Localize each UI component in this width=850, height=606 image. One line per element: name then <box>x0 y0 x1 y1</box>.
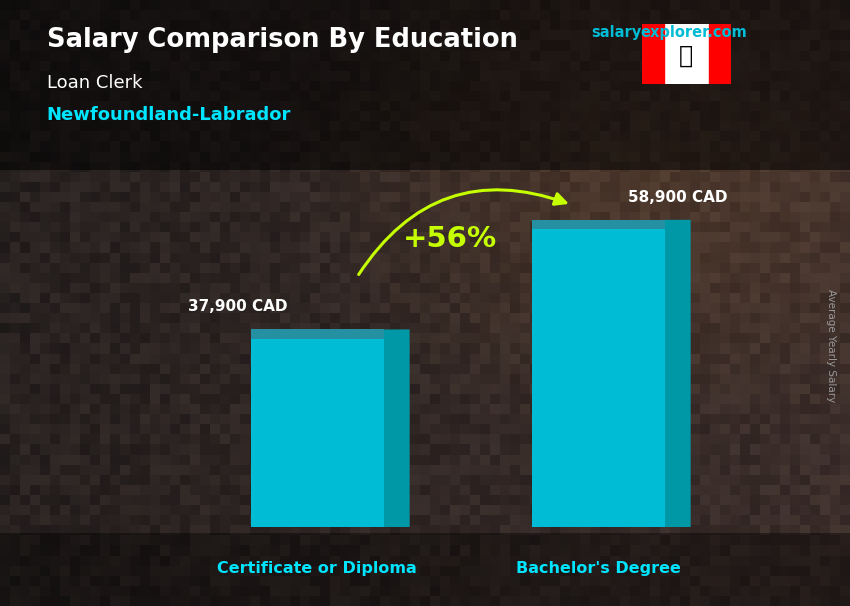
Polygon shape <box>251 330 384 339</box>
Text: Salary Comparison By Education: Salary Comparison By Education <box>47 27 518 53</box>
Text: Certificate or Diploma: Certificate or Diploma <box>218 561 417 576</box>
Text: 58,900 CAD: 58,900 CAD <box>628 190 728 205</box>
Text: Newfoundland-Labrador: Newfoundland-Labrador <box>47 106 291 124</box>
Text: explorer.com: explorer.com <box>640 25 747 41</box>
Text: Loan Clerk: Loan Clerk <box>47 74 142 92</box>
Polygon shape <box>665 220 691 527</box>
Polygon shape <box>0 533 850 606</box>
Text: 37,900 CAD: 37,900 CAD <box>188 299 287 315</box>
Text: 🍁: 🍁 <box>679 44 694 67</box>
Text: +56%: +56% <box>403 225 496 253</box>
Bar <box>709 24 731 84</box>
Text: Bachelor's Degree: Bachelor's Degree <box>516 561 681 576</box>
Bar <box>642 24 664 84</box>
Text: salary: salary <box>591 25 641 41</box>
Text: Average Yearly Salary: Average Yearly Salary <box>826 289 836 402</box>
Polygon shape <box>384 330 410 527</box>
Polygon shape <box>251 330 384 527</box>
Polygon shape <box>0 0 850 170</box>
FancyArrowPatch shape <box>359 190 566 275</box>
Polygon shape <box>532 220 665 229</box>
Polygon shape <box>532 220 665 527</box>
